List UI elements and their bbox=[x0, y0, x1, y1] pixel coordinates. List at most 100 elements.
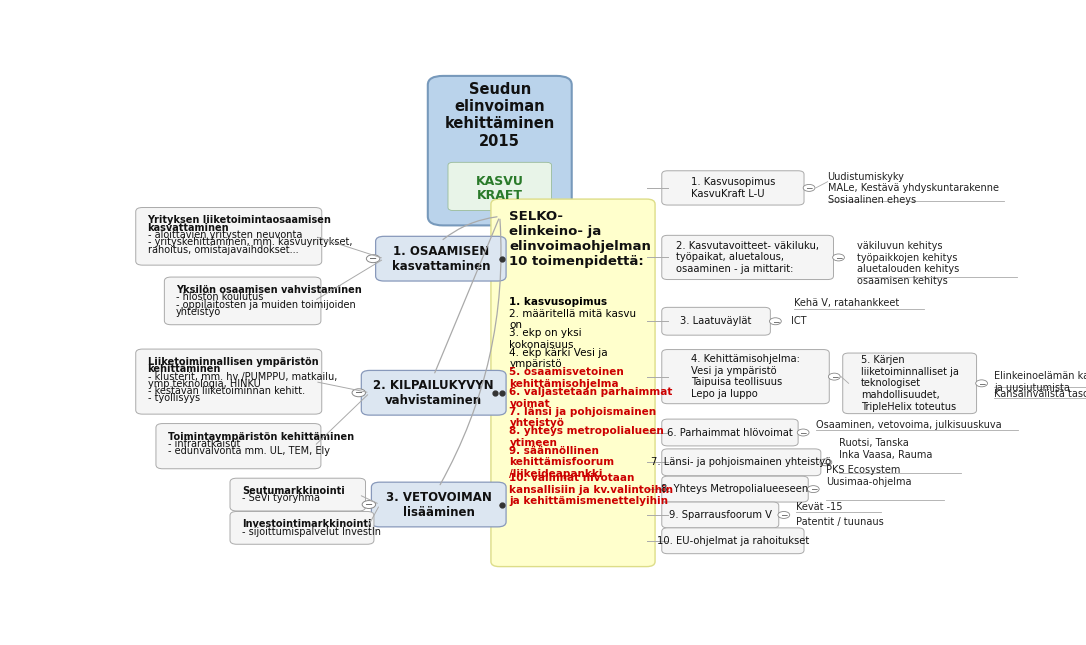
Text: Toimintaympäristön kehittäminen: Toimintaympäristön kehittäminen bbox=[167, 432, 354, 442]
FancyBboxPatch shape bbox=[661, 350, 830, 404]
Text: −: − bbox=[977, 379, 985, 388]
Text: −: − bbox=[835, 253, 843, 262]
Circle shape bbox=[797, 429, 809, 436]
Text: KASVU: KASVU bbox=[476, 175, 523, 188]
Text: 5. Kärjen
liiketoiminnalliset ja
teknologiset
mahdollisuudet,
TripleHelix toteut: 5. Kärjen liiketoiminnalliset ja teknolo… bbox=[861, 355, 959, 412]
Text: 6. Parhaimmat hlövoimat: 6. Parhaimmat hlövoimat bbox=[667, 428, 793, 437]
FancyBboxPatch shape bbox=[661, 308, 770, 335]
Text: 1. kasvusopimus: 1. kasvusopimus bbox=[509, 297, 607, 307]
Text: −: − bbox=[822, 458, 830, 467]
Text: 8. Yhteys Metropolialueeseen: 8. Yhteys Metropolialueeseen bbox=[661, 484, 809, 494]
Text: ymp.teknologia, HINKU: ymp.teknologia, HINKU bbox=[148, 379, 261, 389]
FancyBboxPatch shape bbox=[661, 476, 808, 502]
Text: −: − bbox=[806, 183, 812, 192]
Text: 7. Länsi- ja pohjoismainen yhteistyö: 7. Länsi- ja pohjoismainen yhteistyö bbox=[652, 457, 832, 468]
Text: 2. KILPAILUKYVYN
vahvistaminen: 2. KILPAILUKYVYN vahvistaminen bbox=[374, 379, 494, 407]
Text: - yrityskehittäminen, mm. kasvuyritykset,: - yrityskehittäminen, mm. kasvuyritykset… bbox=[148, 237, 352, 247]
Text: Uudistumiskyky
MALe, Kestävä yhdyskuntarakenne
Sosiaalinen eheys: Uudistumiskyky MALe, Kestävä yhdyskuntar… bbox=[828, 172, 999, 205]
Circle shape bbox=[770, 318, 781, 324]
Text: - klusterit, mm. hv /PUMPPU, matkailu,: - klusterit, mm. hv /PUMPPU, matkailu, bbox=[148, 372, 337, 382]
Text: −: − bbox=[365, 499, 372, 510]
Text: Kehä V, ratahankkeet: Kehä V, ratahankkeet bbox=[794, 299, 899, 308]
Text: - sijoittumispalvelut InvestIn: - sijoittumispalvelut InvestIn bbox=[242, 527, 381, 537]
FancyBboxPatch shape bbox=[843, 353, 976, 413]
Text: 9. säännöllinen
kehittämisfoorum
/liikeideapankki: 9. säännöllinen kehittämisfoorum /liikei… bbox=[509, 446, 615, 479]
Text: 1. OSAAMISEN
kasvattaminen: 1. OSAAMISEN kasvattaminen bbox=[392, 244, 490, 273]
FancyBboxPatch shape bbox=[362, 370, 506, 415]
FancyBboxPatch shape bbox=[230, 511, 374, 544]
Text: −: − bbox=[355, 388, 363, 398]
Text: 9. Sparrausfoorum V: 9. Sparrausfoorum V bbox=[669, 510, 772, 520]
Text: PKS Ecosystem
Uusimaa-ohjelma: PKS Ecosystem Uusimaa-ohjelma bbox=[826, 465, 911, 486]
Text: 3. Laatuväylät: 3. Laatuväylät bbox=[681, 316, 752, 326]
Text: - aloittavien yritysten neuvonta: - aloittavien yritysten neuvonta bbox=[148, 230, 302, 240]
Circle shape bbox=[804, 184, 814, 192]
Text: Kansainvälistä tasoa: Kansainvälistä tasoa bbox=[994, 390, 1086, 399]
Text: Investointimarkkinointi: Investointimarkkinointi bbox=[242, 519, 371, 530]
Text: −: − bbox=[809, 484, 817, 493]
Text: 2. Kasvutavoitteet- väkiluku,
työpaikat, aluetalous,
osaaminen - ja mittarit:: 2. Kasvutavoitteet- väkiluku, työpaikat,… bbox=[677, 241, 819, 274]
Text: −: − bbox=[799, 428, 807, 437]
Text: - hlöstön koulutus: - hlöstön koulutus bbox=[176, 292, 264, 303]
Text: Seudun
elinvoiman
kehittäminen
2015: Seudun elinvoiman kehittäminen 2015 bbox=[444, 81, 555, 149]
FancyBboxPatch shape bbox=[449, 163, 552, 210]
Text: yhteistyö: yhteistyö bbox=[176, 307, 222, 317]
FancyBboxPatch shape bbox=[136, 208, 321, 265]
Text: Seutumarkkinointi: Seutumarkkinointi bbox=[242, 486, 344, 496]
Text: Liiketoiminnallisen ympäristön: Liiketoiminnallisen ympäristön bbox=[148, 357, 318, 367]
Text: 6. valjastetaan parhaimmat
voimat: 6. valjastetaan parhaimmat voimat bbox=[509, 387, 673, 408]
Circle shape bbox=[833, 254, 845, 261]
Text: 7. länsi ja pohjoismainen
yhteistyö: 7. länsi ja pohjoismainen yhteistyö bbox=[509, 406, 657, 428]
FancyBboxPatch shape bbox=[156, 424, 321, 469]
Text: 10. EU-ohjelmat ja rahoitukset: 10. EU-ohjelmat ja rahoitukset bbox=[657, 536, 809, 546]
Text: Yksilön osaamisen vahvistaminen: Yksilön osaamisen vahvistaminen bbox=[176, 285, 362, 295]
Text: 4. Kehittämisohjelma:
Vesi ja ympäristö
Taipuisa teollisuus
Lepo ja luppo: 4. Kehittämisohjelma: Vesi ja ympäristö … bbox=[691, 354, 800, 399]
Text: - SeVi työryhmä: - SeVi työryhmä bbox=[242, 493, 319, 503]
FancyBboxPatch shape bbox=[376, 236, 506, 281]
Circle shape bbox=[778, 511, 790, 519]
FancyBboxPatch shape bbox=[371, 482, 506, 527]
Circle shape bbox=[820, 459, 832, 466]
Text: Patentit / tuunaus: Patentit / tuunaus bbox=[796, 517, 884, 528]
Text: SELKO-
elinkeino- ja
elinvoimaohjelman
10 toimenpidettä:: SELKO- elinkeino- ja elinvoimaohjelman 1… bbox=[509, 210, 652, 268]
Text: - infraratkaisut: - infraratkaisut bbox=[167, 439, 240, 449]
Circle shape bbox=[362, 501, 376, 508]
Text: KRAFT: KRAFT bbox=[477, 189, 522, 202]
Text: väkiluvun kehitys
työpaikkojen kehitys
aluetalouden kehitys
osaamisen kehitys: väkiluvun kehitys työpaikkojen kehitys a… bbox=[857, 241, 959, 286]
FancyBboxPatch shape bbox=[661, 502, 779, 528]
Text: 2. määritellä mitä kasvu
on: 2. määritellä mitä kasvu on bbox=[509, 309, 636, 330]
Text: - työllisyys: - työllisyys bbox=[148, 393, 200, 403]
FancyBboxPatch shape bbox=[661, 419, 798, 446]
Text: 10. valinnat nivotaan
kansallisiin ja kv.valintoihin
ja kehittämismenettelyihin: 10. valinnat nivotaan kansallisiin ja kv… bbox=[509, 473, 673, 506]
FancyBboxPatch shape bbox=[136, 349, 321, 414]
FancyBboxPatch shape bbox=[491, 199, 655, 566]
Text: 8. yhteys metropolialueen
ytimeen: 8. yhteys metropolialueen ytimeen bbox=[509, 426, 665, 448]
Circle shape bbox=[807, 486, 819, 493]
Text: - kestävän liiketoiminnan kehitt.: - kestävän liiketoiminnan kehitt. bbox=[148, 386, 305, 396]
FancyBboxPatch shape bbox=[661, 235, 833, 279]
Circle shape bbox=[366, 255, 380, 263]
Text: kehittäminen: kehittäminen bbox=[148, 364, 220, 374]
Text: 4. ekp kärki Vesi ja
ympäristö: 4. ekp kärki Vesi ja ympäristö bbox=[509, 348, 608, 370]
Text: −: − bbox=[369, 253, 377, 264]
Text: ICT: ICT bbox=[791, 316, 806, 326]
Text: rahoitus, omistajavaihdokset...: rahoitus, omistajavaihdokset... bbox=[148, 244, 299, 255]
Text: −: − bbox=[780, 510, 787, 519]
Text: 3. VETOVOIMAN
lisääminen: 3. VETOVOIMAN lisääminen bbox=[386, 490, 492, 519]
Text: −: − bbox=[772, 317, 779, 326]
FancyBboxPatch shape bbox=[164, 277, 321, 324]
Text: Elinkeinoelämän kasvua
ja uusiutumista: Elinkeinoelämän kasvua ja uusiutumista bbox=[994, 371, 1086, 393]
FancyBboxPatch shape bbox=[230, 478, 366, 511]
Circle shape bbox=[352, 389, 366, 397]
FancyBboxPatch shape bbox=[661, 528, 804, 553]
Text: 5. osaamisvetoinen
kehittämisohjelma: 5. osaamisvetoinen kehittämisohjelma bbox=[509, 368, 624, 389]
Text: 3. ekp on yksi
kokonaisuus: 3. ekp on yksi kokonaisuus bbox=[509, 328, 582, 350]
FancyBboxPatch shape bbox=[661, 449, 821, 476]
Text: 1. Kasvusopimus
KasvuKraft L-U: 1. Kasvusopimus KasvuKraft L-U bbox=[691, 177, 775, 199]
Text: Osaaminen, vetovoima, julkisuuskuva: Osaaminen, vetovoima, julkisuuskuva bbox=[816, 420, 1001, 430]
Text: Kevät -15: Kevät -15 bbox=[796, 502, 843, 513]
Text: Yrityksen liiketoimintaosaamisen: Yrityksen liiketoimintaosaamisen bbox=[148, 215, 331, 226]
Text: Ruotsi, Tanska
Inka Vaasa, Rauma: Ruotsi, Tanska Inka Vaasa, Rauma bbox=[838, 438, 932, 460]
Text: - edunvalvonta mm. UL, TEM, Ely: - edunvalvonta mm. UL, TEM, Ely bbox=[167, 446, 330, 456]
Text: kasvattaminen: kasvattaminen bbox=[148, 223, 229, 233]
